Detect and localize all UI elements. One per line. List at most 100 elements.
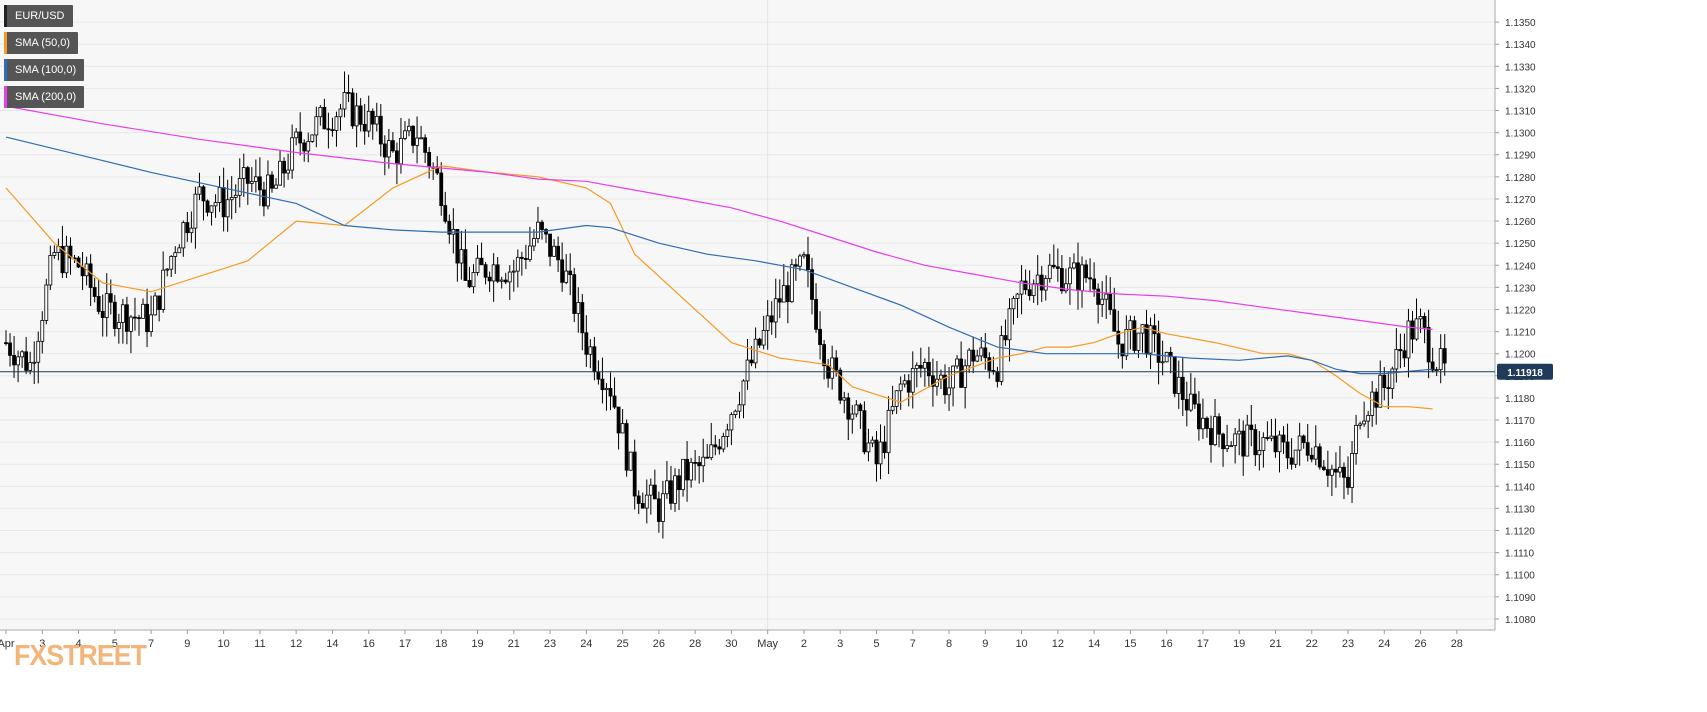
candle-body [1003, 335, 1008, 341]
candle-body [149, 314, 153, 333]
candle-body [701, 456, 706, 467]
candle-body [12, 354, 16, 366]
candle-body [1100, 298, 1105, 305]
candle-body [32, 361, 37, 364]
candle-body [1043, 278, 1048, 291]
sma100-line [5, 136, 1433, 375]
candle-body [161, 269, 166, 310]
candle-body [399, 137, 403, 165]
y-tick-label: 1.1170 [1505, 416, 1535, 427]
candle-body [1108, 293, 1113, 311]
candle-body [298, 131, 303, 144]
candle-body [669, 480, 673, 504]
candle-body [322, 107, 327, 130]
candle-body [556, 245, 561, 261]
candle-body [681, 458, 685, 491]
y-tick-label: 1.1260 [1505, 217, 1536, 228]
x-tick-label: 26 [1414, 638, 1426, 650]
candle-body [1217, 416, 1221, 435]
legend-item-sma50[interactable]: SMA (50,0) [4, 32, 79, 54]
candle-body [294, 131, 299, 139]
candle-body [346, 92, 351, 94]
candle-body [1430, 361, 1435, 371]
legend-item-sma200[interactable]: SMA (200,0) [4, 86, 85, 108]
candle-body [532, 238, 536, 247]
candle-body [141, 303, 145, 319]
candle-body [100, 311, 105, 318]
sma50-line [5, 165, 1433, 410]
candle-body [620, 423, 625, 434]
x-tick-label: 2 [801, 638, 807, 650]
x-tick-label: 26 [653, 638, 665, 650]
candle-body [1374, 391, 1379, 408]
candle-body [1047, 264, 1052, 279]
candle-body [1350, 453, 1354, 488]
candle-body [721, 436, 726, 450]
x-tick-label: 23 [1342, 638, 1354, 650]
candle-body [560, 259, 565, 283]
candle-body [419, 137, 423, 140]
candle-body [88, 263, 93, 288]
candle-body [1035, 274, 1040, 285]
candle-body [1418, 316, 1423, 320]
candle-body [403, 130, 407, 139]
candle-body [286, 169, 291, 174]
legend-item-eurusd[interactable]: EUR/USD [4, 5, 73, 27]
last-price-badge [1497, 363, 1553, 380]
x-tick-label: 5 [873, 638, 879, 650]
candle-body [318, 107, 323, 118]
candle-body [656, 498, 661, 522]
candle-body [503, 279, 508, 283]
candle-body [181, 222, 186, 249]
x-tick-label: 17 [1197, 638, 1209, 650]
candle-body [765, 315, 770, 331]
candle-body [36, 340, 41, 363]
candle-body [1277, 434, 1282, 453]
candle-body [274, 184, 278, 189]
candle-body [1064, 283, 1068, 292]
candle-body [370, 110, 375, 125]
candle-body [693, 461, 698, 464]
candle-body [80, 266, 85, 277]
candle-body [999, 335, 1004, 382]
candle-body [939, 374, 943, 380]
candle-body [1414, 318, 1419, 340]
candle-body [1378, 374, 1383, 408]
x-tick-label: May [757, 638, 778, 650]
candle-body [608, 387, 613, 397]
sma200-line [5, 105, 1433, 330]
candle-body [793, 264, 798, 267]
candle-body [604, 387, 609, 391]
candle-body [120, 304, 125, 323]
candle-body [1209, 428, 1213, 446]
candle-body [1084, 264, 1088, 279]
candle-body [773, 298, 778, 323]
x-tick-label: 9 [184, 638, 190, 650]
legend-item-sma100[interactable]: SMA (100,0) [4, 59, 85, 81]
candle-body [302, 142, 307, 152]
candle-body [1257, 450, 1262, 456]
candle-body [382, 143, 387, 158]
candle-body [979, 347, 984, 357]
candle-body [544, 229, 548, 235]
candle-body [209, 205, 214, 213]
candle-body [1096, 288, 1101, 305]
candle-body [1402, 350, 1407, 359]
candle-body [237, 178, 242, 196]
candle-body [737, 404, 742, 412]
candle-body [92, 287, 97, 297]
candle-body [1059, 268, 1064, 292]
candle-body [213, 202, 218, 207]
candle-body [1192, 393, 1197, 405]
candle-body [443, 205, 448, 222]
candle-body [306, 141, 311, 152]
candle-body [866, 442, 871, 453]
x-tick-label: 28 [689, 638, 701, 650]
candle-body [447, 220, 452, 235]
candle-body [842, 397, 847, 401]
candle-body [165, 268, 170, 271]
candle-body [1269, 435, 1274, 439]
candle-body [850, 413, 855, 420]
